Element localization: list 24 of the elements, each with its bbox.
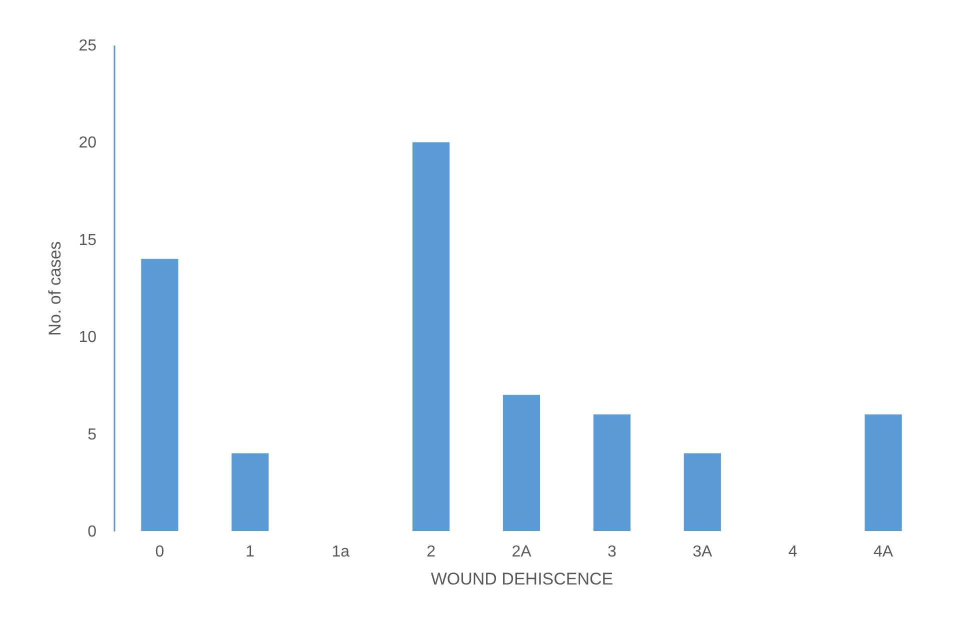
bar [593,414,630,531]
y-tick-label: 5 [88,426,97,444]
y-tick-label: 20 [78,134,97,152]
bar [502,394,540,531]
x-axis-title: WOUND DEHISCENCE [430,570,614,588]
bar [412,142,450,531]
x-tick-label: 3A [692,544,713,560]
x-tick-label: 4A [874,544,894,560]
bar [684,453,721,531]
y-tick-label: 10 [78,329,97,346]
x-tick-label: 1 [246,544,255,560]
x-tick-label: 4 [788,544,798,560]
bar [232,453,269,531]
y-tick-label: 25 [78,38,97,54]
x-tick-label: 3 [608,544,616,560]
y-tick-label: 15 [78,232,97,249]
x-tick-label: 2 [426,544,436,560]
y-tick-label: 0 [88,524,97,540]
bar [864,414,902,531]
x-tick-label: 2A [512,544,532,560]
x-tick-label: 0 [155,544,164,560]
x-tick-label: 1a [332,544,350,560]
bar [141,258,178,531]
y-axis-title: No. of cases [46,241,65,336]
